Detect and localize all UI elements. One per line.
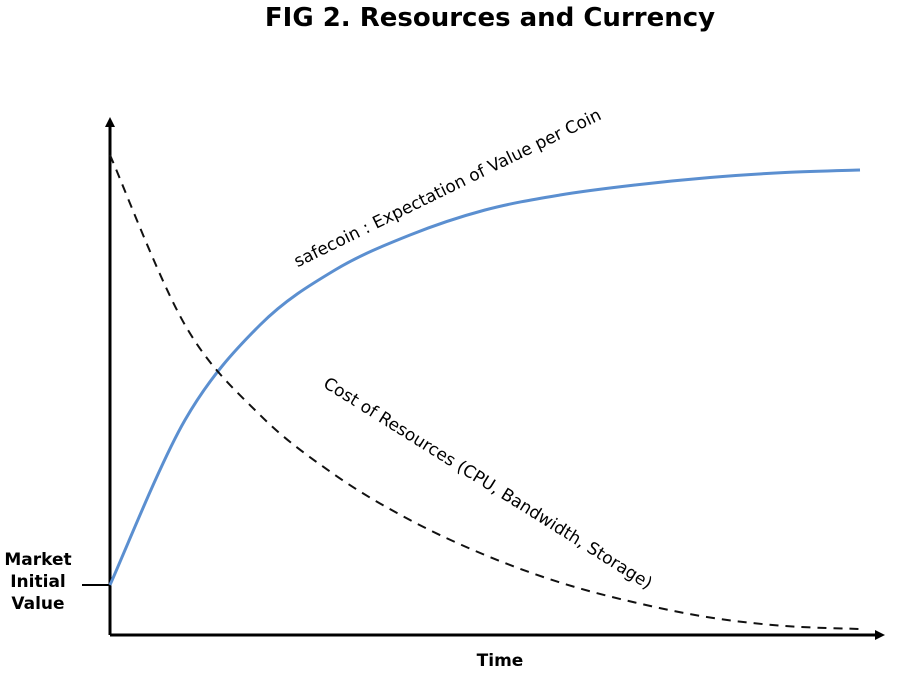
safecoin-curve-label: safecoin : Expectation of Value per Coin (291, 105, 605, 272)
series-layer (108, 154, 861, 630)
x-axis-label: Time (477, 651, 524, 671)
market-initial-value-label-line: Initial (10, 572, 66, 592)
labels-layer: safecoin : Expectation of Value per Coin… (291, 105, 656, 594)
market-initial-value-label-line: Value (11, 594, 64, 614)
market-initial-value-label: Market Initial Value (4, 550, 71, 614)
series-line-1 (109, 154, 861, 630)
chart-title: FIG 2. Resources and Currency (265, 3, 715, 33)
axes: Market Initial Value (4, 117, 885, 640)
series-line-0 (108, 168, 861, 586)
cost-of-resources-curve-label: Cost of Resources (CPU, Bandwidth, Stora… (320, 374, 656, 594)
market-initial-value-label-line: Market (4, 550, 71, 570)
